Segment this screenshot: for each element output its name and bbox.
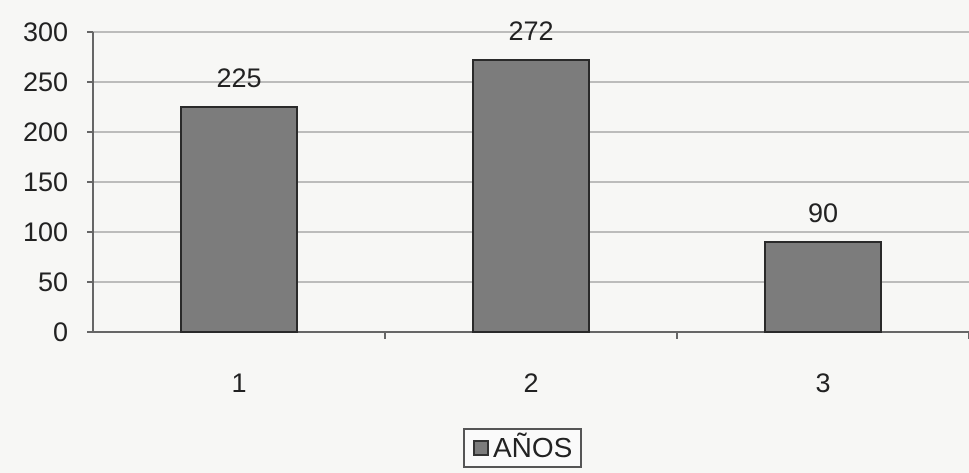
bars — [180, 59, 882, 333]
y-tick-label: 200 — [23, 117, 68, 147]
y-tick-label: 300 — [23, 17, 68, 47]
data-label: 225 — [216, 63, 261, 93]
y-tick-label: 100 — [23, 217, 68, 247]
legend: AÑOS — [463, 428, 583, 468]
y-tick-labels: 0 50 100 150 200 250 300 — [23, 17, 93, 347]
bar — [180, 106, 298, 333]
x-tick-labels: 1 2 3 — [231, 332, 969, 398]
y-tick-label: 50 — [38, 267, 68, 297]
data-label: 272 — [508, 16, 553, 46]
bar — [764, 241, 882, 333]
legend-swatch — [473, 440, 489, 456]
x-tick-label: 3 — [815, 368, 830, 398]
y-tick-label: 250 — [23, 67, 68, 97]
x-tick-label: 1 — [231, 368, 246, 398]
x-tick-label: 2 — [523, 368, 538, 398]
data-labels: 225 272 90 — [216, 16, 838, 228]
legend-label: AÑOS — [493, 432, 573, 463]
data-label: 90 — [808, 198, 838, 228]
y-tick-label: 0 — [53, 317, 68, 347]
y-tick-label: 150 — [23, 167, 68, 197]
bar — [472, 59, 590, 333]
